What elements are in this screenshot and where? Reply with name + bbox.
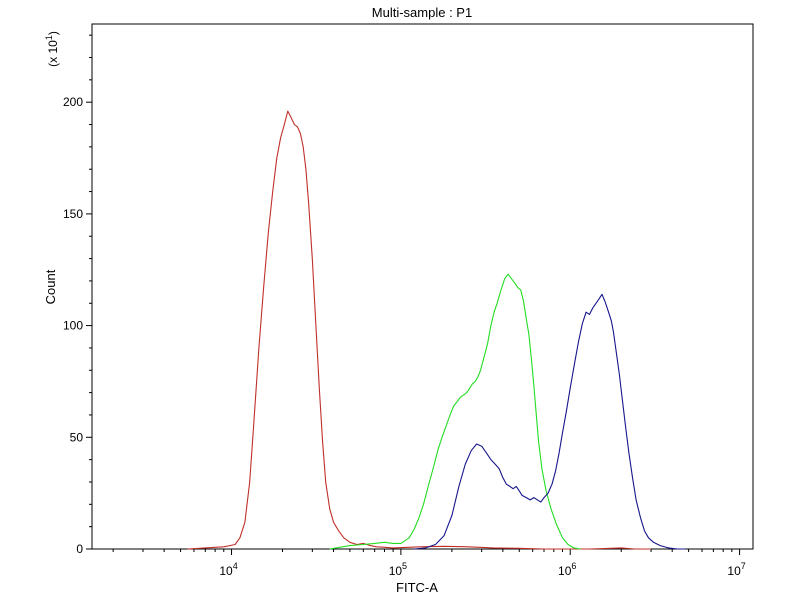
chart-title: Multi-sample : P1 — [372, 5, 472, 20]
y-multiplier-label: (x 101) — [44, 31, 60, 67]
y-tick-label: 200 — [63, 95, 83, 109]
x-axis: 104 105 106 107 — [112, 549, 746, 578]
x-tick-label: 107 — [727, 561, 745, 578]
y-tick-label: 100 — [63, 319, 83, 333]
histogram-series-2 — [329, 273, 581, 550]
x-tick-label: 104 — [219, 561, 237, 578]
series-group — [187, 110, 686, 550]
y-tick-label: 150 — [63, 207, 83, 221]
y-axis: 0 50 100 150 200 — [63, 34, 92, 556]
y-axis-label: Count — [43, 269, 58, 304]
x-axis-label: FITC-A — [396, 580, 438, 595]
histogram-series-3 — [414, 293, 686, 550]
y-tick-label: 0 — [76, 542, 83, 556]
plot-frame — [91, 23, 754, 550]
x-tick-label: 106 — [558, 561, 576, 578]
histogram-series-1 — [187, 110, 651, 550]
x-tick-label: 105 — [389, 561, 407, 578]
y-tick-label: 50 — [70, 430, 84, 444]
